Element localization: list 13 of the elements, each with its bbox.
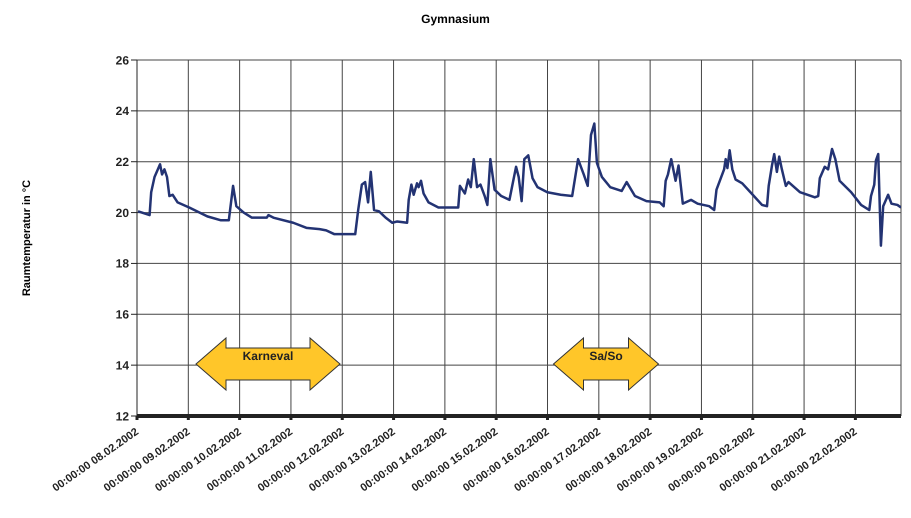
y-tick-label: 16 [116,308,130,322]
y-axis-title: Raumtemperatur in °C [21,180,34,296]
y-tick-label: 14 [116,358,130,372]
chart-title: Gymnasium [420,12,491,26]
y-tick-label: 20 [116,206,130,220]
y-tick-label: 18 [116,256,130,271]
y-tick-label: 22 [116,154,130,169]
y-tick-label: 24 [116,104,130,118]
y-tick-label: 12 [116,409,130,424]
annotation: Sa/So [589,349,623,363]
y-tick-label: 26 [116,53,130,68]
annotation: Karneval [242,349,294,363]
line-series [137,122,901,247]
